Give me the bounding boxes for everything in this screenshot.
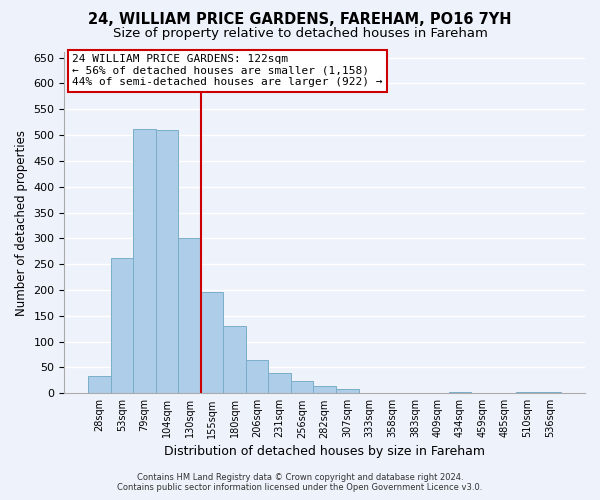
Bar xyxy=(246,360,268,394)
Bar xyxy=(539,392,562,394)
Bar xyxy=(336,389,359,394)
Bar xyxy=(88,376,110,394)
Text: 24, WILLIAM PRICE GARDENS, FAREHAM, PO16 7YH: 24, WILLIAM PRICE GARDENS, FAREHAM, PO16… xyxy=(88,12,512,28)
Bar xyxy=(268,372,291,394)
Bar xyxy=(313,386,336,394)
Bar xyxy=(110,258,133,394)
Bar xyxy=(291,381,313,394)
X-axis label: Distribution of detached houses by size in Fareham: Distribution of detached houses by size … xyxy=(164,444,485,458)
Y-axis label: Number of detached properties: Number of detached properties xyxy=(15,130,28,316)
Bar xyxy=(201,292,223,394)
Bar xyxy=(155,130,178,394)
Bar xyxy=(178,238,201,394)
Text: 24 WILLIAM PRICE GARDENS: 122sqm
← 56% of detached houses are smaller (1,158)
44: 24 WILLIAM PRICE GARDENS: 122sqm ← 56% o… xyxy=(72,54,383,88)
Bar xyxy=(449,392,471,394)
Text: Contains HM Land Registry data © Crown copyright and database right 2024.
Contai: Contains HM Land Registry data © Crown c… xyxy=(118,473,482,492)
Bar xyxy=(223,326,246,394)
Bar xyxy=(133,129,155,394)
Bar xyxy=(516,392,539,394)
Text: Size of property relative to detached houses in Fareham: Size of property relative to detached ho… xyxy=(113,28,487,40)
